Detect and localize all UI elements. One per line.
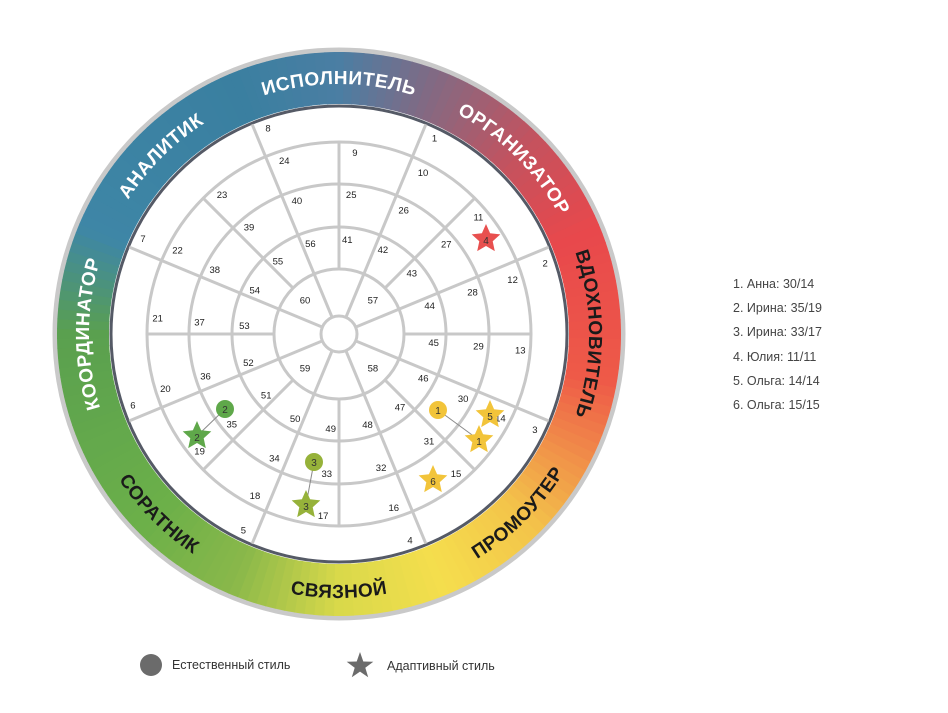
cell-number: 25 [346,190,357,201]
person-item: 5. Ольга: 14/14 [733,373,820,388]
cell-number: 57 [368,296,379,307]
cell-number: 56 [305,239,316,250]
person-item: 6. Ольга: 15/15 [733,397,820,412]
cell-number: 10 [418,168,429,179]
cell-number: 43 [406,268,417,279]
adaptive-style-marker: 4 [471,224,501,252]
cell-number: 2 [542,259,547,270]
cell-number: 58 [368,363,379,374]
cell-number: 45 [428,338,439,349]
cell-number: 34 [269,454,280,465]
adaptive-style-marker: 2 [182,421,212,449]
svg-text:4: 4 [483,236,489,247]
svg-text:2: 2 [222,405,228,416]
cell-number: 46 [418,373,429,384]
cell-number: 20 [160,384,171,395]
adaptive-style-marker: 3 [291,490,321,518]
star-icon [346,652,374,678]
cell-number: 7 [140,234,145,245]
cell-number: 41 [342,235,353,246]
cell-number: 17 [318,511,329,522]
cell-number: 38 [210,265,221,276]
cell-number: 48 [362,420,373,431]
cell-number: 24 [279,156,290,167]
cell-number: 47 [395,402,406,413]
cell-number: 5 [241,525,246,536]
person-item: 1. Анна: 30/14 [733,277,815,291]
cell-number: 54 [249,286,260,297]
cell-number: 14 [495,414,506,425]
cell-number: 35 [226,419,237,430]
circle-icon [140,654,162,676]
cell-number: 31 [424,437,435,448]
cell-number: 4 [407,536,412,547]
cell-number: 39 [244,222,255,233]
cell-number: 29 [473,342,484,353]
cell-number: 37 [194,317,205,328]
cell-number: 16 [388,503,399,514]
cell-number: 49 [325,424,336,435]
person-item: 4. Юлия: 11/11 [733,349,817,364]
person-item: 2. Ирина: 35/19 [733,301,822,316]
adaptive-style-marker: 5 [475,400,505,428]
cell-number: 27 [441,240,452,251]
natural-style-marker: 2 [216,400,234,418]
cell-number: 18 [250,491,261,502]
cell-number: 11 [473,213,483,224]
cell-numbers: 1234567891011121314151617181920212223242… [130,123,548,546]
cell-number: 6 [130,400,135,411]
cell-number: 28 [467,287,478,298]
cell-number: 15 [451,469,462,480]
cell-number: 44 [424,301,435,312]
cell-number: 42 [378,245,389,256]
cell-number: 36 [200,372,211,383]
natural-style-marker: 1 [429,401,447,419]
cell-number: 55 [273,257,284,268]
color-band [57,52,621,616]
outer-border-ring [52,47,626,621]
person-item: 3. Ирина: 33/17 [733,325,822,340]
cell-number: 9 [352,148,357,159]
legend-adaptive-label: Адаптивный стиль [387,659,495,673]
cell-number: 59 [300,363,311,374]
svg-text:3: 3 [303,502,309,513]
wheel-grid [128,123,550,545]
cell-number: 33 [322,469,333,480]
cell-number: 53 [239,321,250,332]
cell-number: 13 [515,345,526,356]
legend-adaptive: Адаптивный стиль [345,651,495,681]
cell-number: 22 [172,245,183,256]
cell-number: 51 [261,391,272,402]
adaptive-style-marker: 6 [418,465,448,493]
legend-natural: Естественный стиль [140,654,290,676]
natural-style-marker: 3 [305,453,323,471]
cell-number: 32 [376,463,387,474]
cell-number: 8 [265,123,270,134]
legend-natural-label: Естественный стиль [172,658,291,672]
cell-number: 26 [398,205,409,216]
cell-number: 30 [458,394,469,405]
cell-number: 12 [507,275,518,286]
svg-text:1: 1 [476,437,482,448]
adaptive-style-marker: 1 [464,425,494,453]
svg-text:3: 3 [311,458,317,469]
people-list: 1. Анна: 30/14 2. Ирина: 35/19 3. Ирина:… [733,276,822,421]
cell-number: 21 [152,314,163,325]
svg-text:5: 5 [487,412,493,423]
cell-number: 52 [243,358,254,369]
svg-text:6: 6 [430,477,436,488]
cell-number: 19 [194,446,205,457]
svg-text:2: 2 [194,433,200,444]
cell-number: 23 [217,190,228,201]
cell-number: 3 [532,425,537,436]
cell-number: 50 [290,414,301,425]
svg-text:1: 1 [435,406,441,417]
cell-number: 40 [292,196,303,207]
cell-number: 60 [300,296,311,307]
cell-number: 1 [432,134,437,145]
